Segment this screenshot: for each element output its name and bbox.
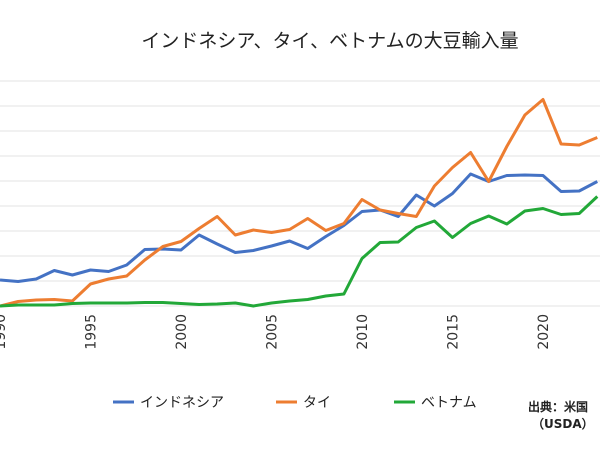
series-lines [0, 98, 599, 308]
source-note-usda: （USDA） [532, 416, 594, 431]
legend-label-vietnam: ベトナム [421, 395, 477, 411]
chart-title: インドネシア、タイ、ベトナムの大豆輸入量 [141, 30, 518, 52]
x-tick-label: 2005 [265, 314, 281, 350]
legend: インドネシア タイ ベトナム [113, 395, 477, 411]
gridlines [0, 80, 600, 307]
series-line-thailand [0, 98, 598, 308]
series-line-indonesia [0, 172, 598, 283]
source-note: 出典：米国 [528, 399, 588, 414]
x-tick-label: 2015 [446, 314, 462, 350]
legend-label-thailand: タイ [303, 395, 331, 411]
x-axis-ticks: 1990 1995 2000 2005 2010 2015 2020 [0, 314, 552, 350]
legend-label-indonesia: インドネシア [140, 395, 224, 411]
x-tick-label: 2010 [355, 314, 371, 350]
series-line-vietnam [0, 195, 599, 308]
x-tick-label: 1990 [0, 314, 9, 350]
x-tick-label: 2020 [536, 314, 552, 350]
x-tick-label: 2000 [174, 314, 190, 350]
x-tick-label: 1995 [84, 314, 100, 350]
